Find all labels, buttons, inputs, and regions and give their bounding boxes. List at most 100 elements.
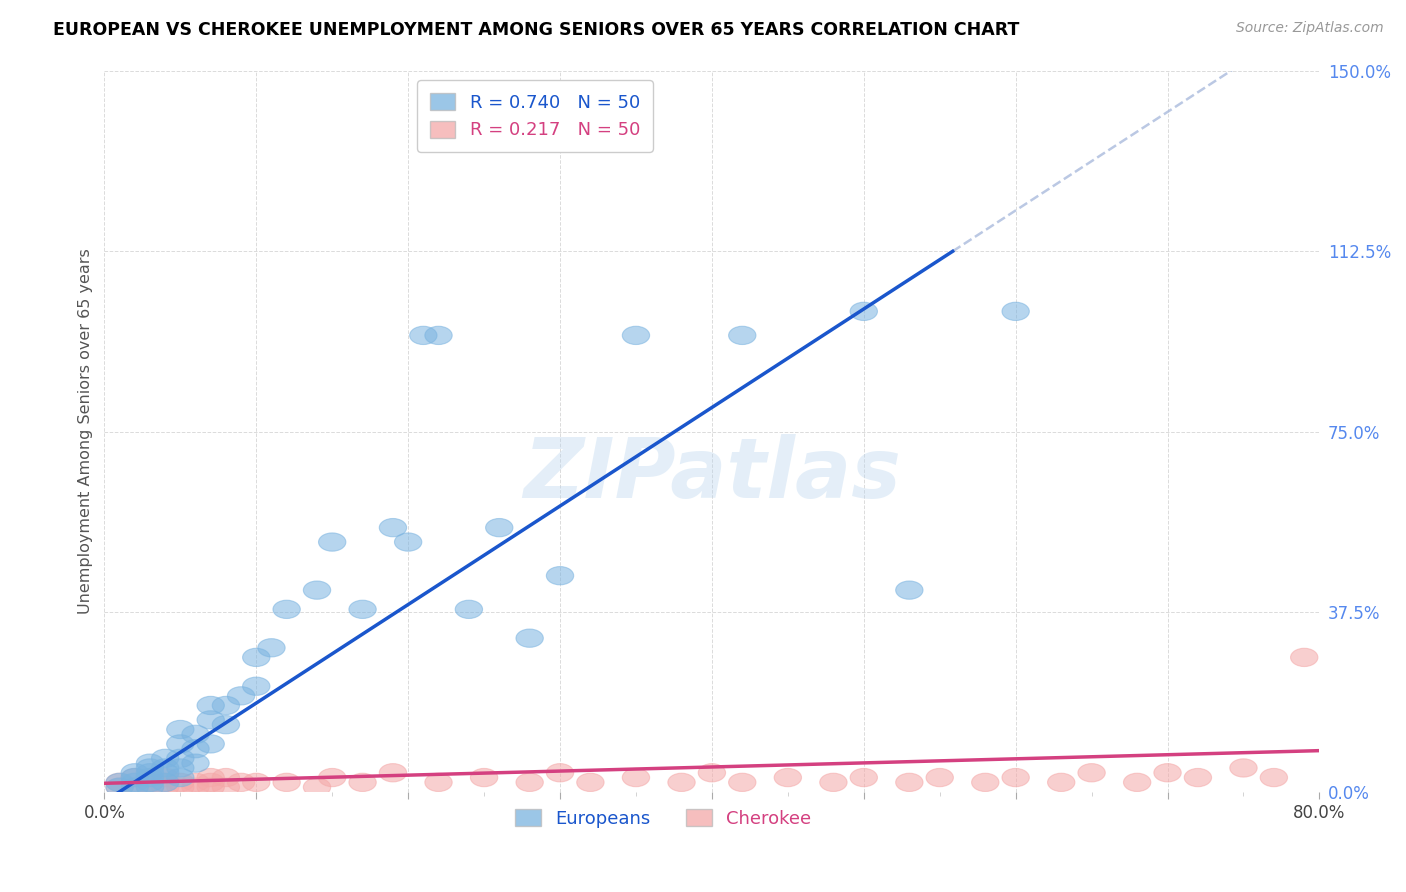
Ellipse shape (319, 533, 346, 551)
Ellipse shape (820, 773, 846, 791)
Ellipse shape (273, 773, 301, 791)
Ellipse shape (121, 764, 149, 782)
Ellipse shape (699, 764, 725, 782)
Ellipse shape (136, 768, 163, 787)
Ellipse shape (105, 773, 134, 791)
Ellipse shape (728, 326, 756, 344)
Ellipse shape (181, 778, 209, 797)
Ellipse shape (152, 773, 179, 791)
Ellipse shape (349, 600, 377, 618)
Ellipse shape (105, 778, 134, 797)
Ellipse shape (181, 773, 209, 791)
Ellipse shape (167, 749, 194, 767)
Text: ZIPatlas: ZIPatlas (523, 434, 901, 516)
Ellipse shape (152, 778, 179, 797)
Ellipse shape (728, 773, 756, 791)
Ellipse shape (304, 581, 330, 599)
Ellipse shape (136, 759, 163, 777)
Ellipse shape (243, 648, 270, 666)
Ellipse shape (228, 773, 254, 791)
Ellipse shape (152, 768, 179, 787)
Ellipse shape (136, 754, 163, 772)
Ellipse shape (349, 773, 377, 791)
Ellipse shape (516, 629, 543, 648)
Ellipse shape (1184, 768, 1212, 787)
Ellipse shape (547, 764, 574, 782)
Ellipse shape (516, 773, 543, 791)
Ellipse shape (1230, 759, 1257, 777)
Ellipse shape (152, 773, 179, 791)
Ellipse shape (623, 326, 650, 344)
Ellipse shape (228, 687, 254, 705)
Ellipse shape (668, 773, 695, 791)
Ellipse shape (136, 768, 163, 787)
Ellipse shape (197, 711, 225, 729)
Ellipse shape (212, 778, 239, 797)
Ellipse shape (181, 739, 209, 758)
Ellipse shape (152, 759, 179, 777)
Ellipse shape (152, 764, 179, 782)
Ellipse shape (425, 326, 453, 344)
Text: EUROPEAN VS CHEROKEE UNEMPLOYMENT AMONG SENIORS OVER 65 YEARS CORRELATION CHART: EUROPEAN VS CHEROKEE UNEMPLOYMENT AMONG … (53, 21, 1019, 39)
Ellipse shape (243, 677, 270, 696)
Ellipse shape (197, 735, 225, 753)
Ellipse shape (380, 518, 406, 537)
Ellipse shape (409, 326, 437, 344)
Ellipse shape (105, 773, 134, 791)
Ellipse shape (319, 768, 346, 787)
Ellipse shape (1047, 773, 1076, 791)
Ellipse shape (1078, 764, 1105, 782)
Ellipse shape (775, 768, 801, 787)
Ellipse shape (136, 778, 163, 797)
Ellipse shape (212, 768, 239, 787)
Ellipse shape (972, 773, 998, 791)
Ellipse shape (485, 518, 513, 537)
Ellipse shape (197, 778, 225, 797)
Legend: Europeans, Cherokee: Europeans, Cherokee (508, 802, 818, 835)
Ellipse shape (927, 768, 953, 787)
Ellipse shape (243, 773, 270, 791)
Ellipse shape (167, 759, 194, 777)
Ellipse shape (121, 778, 149, 797)
Ellipse shape (197, 768, 225, 787)
Ellipse shape (136, 764, 163, 782)
Ellipse shape (380, 764, 406, 782)
Ellipse shape (136, 773, 163, 791)
Ellipse shape (425, 773, 453, 791)
Ellipse shape (121, 778, 149, 797)
Ellipse shape (395, 533, 422, 551)
Ellipse shape (121, 768, 149, 787)
Ellipse shape (1154, 764, 1181, 782)
Ellipse shape (1002, 768, 1029, 787)
Text: Source: ZipAtlas.com: Source: ZipAtlas.com (1236, 21, 1384, 36)
Ellipse shape (181, 754, 209, 772)
Ellipse shape (851, 768, 877, 787)
Ellipse shape (121, 768, 149, 787)
Ellipse shape (197, 697, 225, 714)
Ellipse shape (212, 715, 239, 734)
Ellipse shape (257, 639, 285, 657)
Y-axis label: Unemployment Among Seniors over 65 years: Unemployment Among Seniors over 65 years (79, 249, 93, 615)
Ellipse shape (1123, 773, 1152, 791)
Ellipse shape (896, 581, 922, 599)
Ellipse shape (121, 773, 149, 791)
Ellipse shape (273, 600, 301, 618)
Ellipse shape (197, 773, 225, 791)
Ellipse shape (1291, 648, 1317, 666)
Ellipse shape (547, 566, 574, 585)
Ellipse shape (1260, 768, 1288, 787)
Ellipse shape (167, 721, 194, 739)
Ellipse shape (896, 773, 922, 791)
Ellipse shape (576, 773, 605, 791)
Ellipse shape (136, 773, 163, 791)
Ellipse shape (456, 600, 482, 618)
Ellipse shape (212, 697, 239, 714)
Ellipse shape (136, 778, 163, 797)
Ellipse shape (152, 749, 179, 767)
Ellipse shape (167, 778, 194, 797)
Ellipse shape (167, 768, 194, 787)
Ellipse shape (105, 778, 134, 797)
Ellipse shape (471, 768, 498, 787)
Ellipse shape (167, 773, 194, 791)
Ellipse shape (623, 768, 650, 787)
